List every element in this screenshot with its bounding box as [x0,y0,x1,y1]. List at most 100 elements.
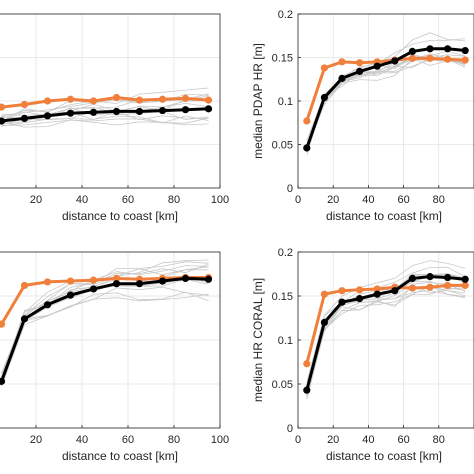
x-tick-label: 20 [327,434,339,446]
plot-content [303,260,469,400]
data-point [461,275,469,283]
data-point [112,107,121,116]
data-point [0,117,6,125]
y-tick-label: 0 [287,423,293,435]
x-axis-label: distance to coast [km] [326,209,442,223]
axes-frame [0,13,221,189]
data-point [408,54,416,62]
x-tick-label: 40 [362,194,374,206]
data-point [426,273,434,281]
y-tick-label: 0.1 [278,335,293,347]
subplot-1: 20 40 60 80 100 distance to coast [km] [0,13,229,223]
data-point [303,386,311,394]
data-point [444,45,452,53]
x-tick-label: 40 [76,434,88,446]
x-tick-label: 40 [76,194,88,206]
data-point [135,280,144,288]
data-point [43,112,52,120]
x-tick-label: 80 [168,194,180,206]
y-tick-label: 0.15 [272,291,293,303]
y-tick-label: 0.1 [278,96,293,108]
x-tick-label: 80 [433,194,445,206]
background-line [306,260,466,383]
data-point [158,277,167,285]
data-point [204,275,213,283]
data-point [0,103,6,111]
background-line [1,87,209,120]
data-point [112,280,121,288]
data-point [204,105,213,113]
data-point [303,360,311,368]
data-point [320,318,328,326]
data-point [461,56,469,64]
data-point [356,67,364,76]
data-point [181,94,190,102]
data-point [112,93,121,102]
data-point [43,301,52,309]
series-line-orange [1,95,209,109]
x-tick-label: 80 [168,434,180,446]
data-point [89,108,98,116]
data-point [338,74,346,82]
data-point [66,95,75,103]
series-line-black [1,107,209,123]
data-point [66,109,75,117]
x-tick-label: 60 [397,194,409,206]
data-point [391,57,399,65]
data-point [0,320,6,328]
data-point [20,281,29,290]
data-point [356,286,364,294]
x-tick-label: 20 [327,194,339,206]
y-axis-label: median HR CORAL [m] [251,278,265,402]
y-tick-label: 0.2 [278,247,293,259]
data-point [408,274,416,282]
data-point [391,287,399,295]
background-line [1,99,209,123]
background-line [1,115,209,126]
x-axis-label: distance to coast [km] [326,449,442,463]
data-point [356,59,364,67]
data-point [303,117,311,125]
x-axis-label: distance to coast [km] [62,449,178,463]
data-point [303,144,311,152]
data-point [66,277,75,285]
series-line-orange [0,276,209,325]
data-point [461,46,469,55]
y-tick-label: 0.15 [272,53,293,65]
data-point [373,62,381,70]
data-point [89,276,98,284]
y-tick-label: 0.05 [272,140,293,152]
x-tick-label: 60 [122,194,134,206]
data-point [43,278,52,286]
y-axis-label: median PDAP HR [m] [251,43,265,159]
plot-content [0,259,213,387]
data-point [444,273,452,282]
data-point [0,377,6,385]
data-point [320,93,328,102]
y-tick-label: 0.05 [272,379,293,391]
data-point [426,283,434,291]
subplot-4: 0 20 40 60 80 0 0.05 0.1 0.15 0.2 distance to coas… [251,247,474,463]
data-point [181,106,190,114]
x-tick-label: 0 [295,434,301,446]
data-point [338,298,346,306]
data-point [43,97,52,105]
data-point [320,64,328,72]
series-line-orange [305,56,466,122]
x-tick-label: 20 [30,434,42,446]
data-point [444,55,452,63]
series-line-black [305,47,466,149]
data-point [373,290,381,298]
data-point [20,315,29,323]
background-line [1,293,209,387]
data-point [66,291,75,299]
x-tick-label: 60 [397,434,409,446]
data-point [408,284,416,292]
data-point [158,95,167,103]
series-line-black [0,276,209,382]
data-point [426,54,434,62]
plot-content [0,87,213,128]
data-point [158,106,167,115]
data-point [135,96,144,104]
